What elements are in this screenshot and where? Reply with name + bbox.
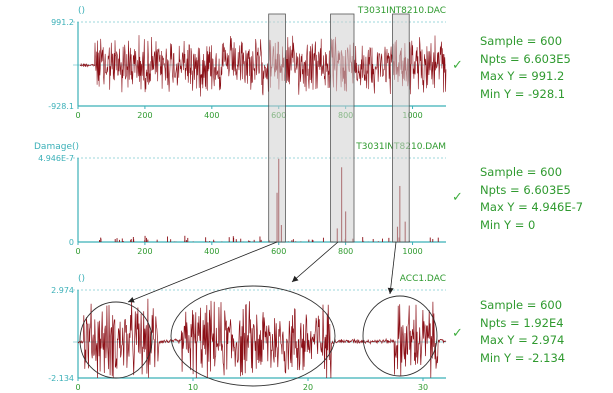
zoom-arrowhead bbox=[128, 296, 135, 303]
stats-panel-dac: Sample = 600 Npts = 6.603E5 Max Y = 991.… bbox=[480, 33, 571, 103]
check-icon: ✓ bbox=[452, 58, 463, 73]
y-tick-label: 0 bbox=[69, 238, 74, 247]
panel-acc: 2.974 -2.134 () ACC1.DAC 0 10 20 30 bbox=[48, 274, 447, 392]
x-tick-label: 20 bbox=[303, 383, 313, 392]
x-tick-label: 800 bbox=[338, 247, 353, 256]
highlight-window bbox=[330, 13, 355, 243]
zoom-arrow bbox=[389, 241, 397, 295]
stats-panel-damage: Sample = 600 Npts = 6.603E5 Max Y = 4.94… bbox=[480, 164, 583, 234]
highlight-window bbox=[268, 13, 286, 243]
stat-npts: Npts = 6.603E5 bbox=[480, 51, 571, 66]
zoom-arrowhead bbox=[387, 287, 394, 294]
highlight-window bbox=[392, 13, 410, 243]
check-icon: ✓ bbox=[452, 326, 463, 341]
stat-max-y: Max Y = 2.974 bbox=[480, 333, 565, 347]
stat-npts: Npts = 1.92E4 bbox=[480, 315, 564, 330]
chart-title: ACC1.DAC bbox=[400, 274, 446, 284]
zoom-arrow bbox=[127, 241, 278, 303]
y-axis-label: Damage() bbox=[34, 142, 79, 152]
signal-trace bbox=[79, 35, 447, 97]
chart-title: T3031INT8210.DAC bbox=[357, 6, 446, 16]
zoom-annotations bbox=[79, 241, 438, 387]
y-tick-label: 991.2 bbox=[51, 18, 74, 27]
panel-damage: 4.946E-70Damage()T3031INT8210.DAM0200400… bbox=[34, 142, 446, 256]
stat-sample: Sample = 600 bbox=[480, 34, 563, 48]
x-tick-label: 400 bbox=[204, 111, 219, 120]
stat-max-y: Max Y = 4.946E-7 bbox=[480, 200, 584, 214]
stat-npts: Npts = 6.603E5 bbox=[480, 182, 571, 197]
y-tick-label: -2.134 bbox=[48, 374, 74, 383]
highlight-windows bbox=[268, 13, 410, 243]
zoom-arrow bbox=[291, 241, 339, 283]
x-tick-label: 200 bbox=[137, 247, 152, 256]
check-icon: ✓ bbox=[452, 190, 463, 205]
stat-min-y: Min Y = -928.1 bbox=[480, 86, 566, 101]
stat-min-y: Min Y = -2.134 bbox=[480, 350, 566, 365]
panel-dac: 991.2-928.1()T3031INT8210.DAC02004006008… bbox=[48, 6, 447, 120]
zoom-ellipse bbox=[170, 285, 336, 387]
signal-trace bbox=[77, 298, 447, 379]
x-tick-label: 10 bbox=[188, 383, 198, 392]
x-tick-label: 600 bbox=[271, 247, 286, 256]
x-tick-label: 200 bbox=[137, 111, 152, 120]
zoom-ellipse bbox=[79, 301, 153, 379]
x-tick-label: 0 bbox=[75, 247, 80, 256]
x-tick-label: 1000 bbox=[402, 247, 422, 256]
zoom-ellipse bbox=[362, 295, 438, 377]
zoom-arrowhead bbox=[292, 275, 299, 282]
x-tick-label: 400 bbox=[204, 247, 219, 256]
stat-sample: Sample = 600 bbox=[480, 165, 563, 179]
stat-min-y: Min Y = 0 bbox=[480, 217, 536, 232]
y-tick-label: 4.946E-7 bbox=[38, 154, 74, 163]
stats-panel-acc: Sample = 600 Npts = 1.92E4 Max Y = 2.974… bbox=[480, 297, 565, 367]
x-tick-label: 0 bbox=[75, 383, 80, 392]
x-tick-label: 1000 bbox=[402, 111, 422, 120]
x-tick-label: 30 bbox=[418, 383, 428, 392]
y-tick-label: -928.1 bbox=[48, 102, 74, 111]
stat-max-y: Max Y = 991.2 bbox=[480, 69, 565, 83]
x-tick-label: 0 bbox=[75, 111, 80, 120]
y-axis-label: () bbox=[78, 274, 85, 284]
y-axis-label: () bbox=[78, 6, 85, 16]
stat-sample: Sample = 600 bbox=[480, 298, 563, 312]
y-tick-label: 2.974 bbox=[51, 286, 74, 295]
